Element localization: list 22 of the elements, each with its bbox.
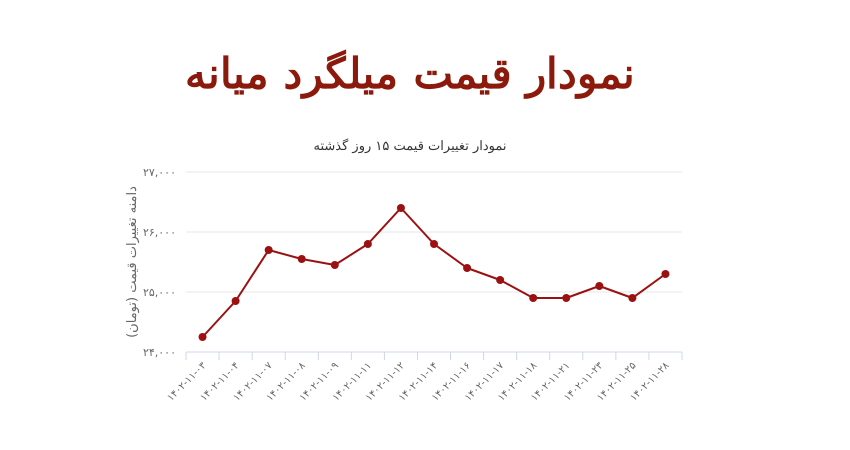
point (298, 255, 306, 263)
y-tick-label: ۲۵,۰۰۰ (142, 286, 176, 299)
chart-subtitle: نمودار تغییرات قیمت ۱۵ روز گذشته (314, 138, 506, 154)
y-tick-label: ۲۴,۰۰۰ (142, 346, 176, 359)
point (661, 270, 670, 278)
point (529, 294, 538, 302)
y-tick-label: ۲۷,۰۰۰ (142, 166, 176, 179)
point (595, 282, 604, 290)
point (496, 276, 504, 284)
point (562, 294, 570, 302)
point (396, 204, 405, 212)
point (628, 294, 636, 302)
y-axis-title: دامنه تغییرات قیمت (تومان) (125, 186, 140, 338)
point (330, 261, 339, 269)
point (463, 264, 472, 272)
point (232, 297, 240, 305)
point (430, 240, 438, 248)
y-tick-label: ۲۶,۰۰۰ (142, 226, 176, 239)
point (264, 246, 273, 254)
point (198, 333, 207, 341)
point (364, 240, 372, 248)
chart-title: نمودار قیمت میلگرد میانه (185, 49, 635, 99)
